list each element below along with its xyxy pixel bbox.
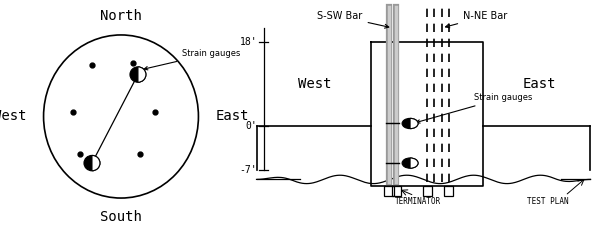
Circle shape xyxy=(130,67,146,82)
Text: West: West xyxy=(0,110,27,123)
Wedge shape xyxy=(92,155,100,171)
Text: West: West xyxy=(298,77,332,91)
Circle shape xyxy=(402,158,418,168)
Text: TEST PLAN: TEST PLAN xyxy=(527,197,569,206)
Text: Strain gauges: Strain gauges xyxy=(144,49,240,70)
Text: South: South xyxy=(100,210,142,224)
Bar xyxy=(444,186,454,196)
Text: N-NE Bar: N-NE Bar xyxy=(445,11,508,28)
Text: TERMINATOR: TERMINATOR xyxy=(395,197,441,206)
Text: East: East xyxy=(523,77,557,91)
Wedge shape xyxy=(410,158,418,168)
Text: 18': 18' xyxy=(240,37,257,47)
Circle shape xyxy=(84,155,100,171)
Text: Strain gauges: Strain gauges xyxy=(416,93,532,123)
Bar xyxy=(422,186,431,196)
Text: S-SW Bar: S-SW Bar xyxy=(318,11,389,28)
Wedge shape xyxy=(410,118,418,129)
Wedge shape xyxy=(138,67,146,82)
Bar xyxy=(385,186,393,196)
Text: 0': 0' xyxy=(246,121,257,131)
Bar xyxy=(391,186,401,196)
Text: North: North xyxy=(100,9,142,23)
Text: -7': -7' xyxy=(240,165,257,175)
Circle shape xyxy=(402,118,418,129)
Text: East: East xyxy=(215,110,249,123)
